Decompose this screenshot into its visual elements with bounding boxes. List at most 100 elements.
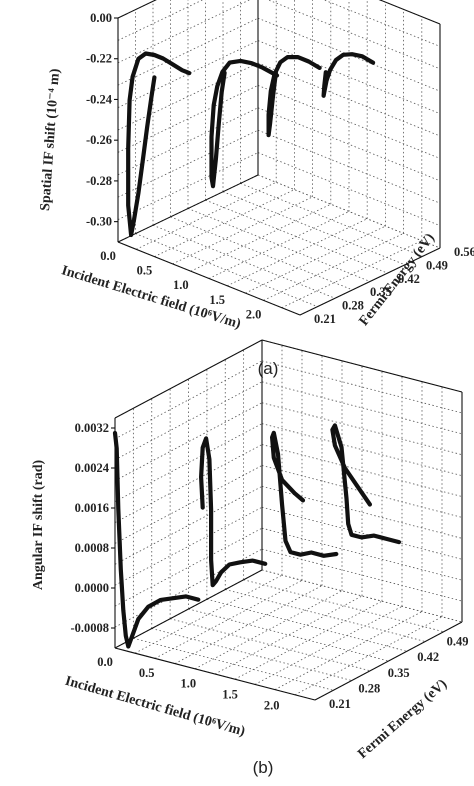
wall-grid-line <box>261 569 463 623</box>
panel-a-grid <box>117 0 441 316</box>
wall-grid-line <box>379 0 441 25</box>
panel-b-chart: 0.0032 0.0024 0.0016 0.0008 0.0000 -0.0008 0.… <box>31 339 469 777</box>
floor-grid-line <box>214 595 363 675</box>
series-curve-3 <box>270 430 339 558</box>
y-tick-label: 0.35 <box>370 285 392 299</box>
floor-grid-line <box>136 181 277 250</box>
panel-a-z-axis-title: Spatial IF shift (10⁻⁴ m) <box>38 68 63 212</box>
z-tick-label: -0.22 <box>86 52 112 66</box>
floor-grid-line <box>263 233 404 301</box>
wall-grid-line <box>117 17 259 86</box>
series-curve-2 <box>199 436 268 588</box>
y-tick-label: 0.49 <box>426 258 448 272</box>
wall-grid-line <box>117 0 251 64</box>
y-tick-label: 0.28 <box>342 299 364 313</box>
back-edge-line <box>117 174 259 243</box>
wall-grid-line <box>261 506 463 560</box>
y-tick-label: 0.42 <box>417 650 439 664</box>
x-tick-label: 1.0 <box>173 278 189 292</box>
y-tick-label: 0.21 <box>329 697 351 711</box>
floor-grid-line <box>190 203 331 272</box>
back-edge-line <box>114 569 263 649</box>
wall-grid-line <box>117 62 259 131</box>
panel-b-curves <box>112 423 402 649</box>
wall-grid-line <box>267 0 441 70</box>
wall-grid-line <box>257 17 441 92</box>
floor-grid-line <box>206 598 407 652</box>
series-curve-1 <box>126 51 192 238</box>
x-tick-label: 2.0 <box>264 698 280 712</box>
panel-a-y-axis-title: Fermi Energy (eV) <box>357 231 438 329</box>
wall-grid-line <box>261 485 463 539</box>
panel-a-chart: 0.00 -0.22 -0.24 -0.26 -0.28 -0.30 0.0 0.5 1.0 1… <box>38 0 474 378</box>
wall-grid-line <box>261 360 463 414</box>
wall-grid-line <box>114 506 263 586</box>
x-axis-line <box>117 241 301 316</box>
series-curve-1 <box>112 430 201 649</box>
floor-grid-line <box>225 589 426 642</box>
wall-grid-line <box>261 402 463 456</box>
z-tick-label: -0.28 <box>86 174 112 188</box>
wall-grid-line <box>117 107 259 176</box>
y-tick-label: 0.21 <box>314 312 336 326</box>
panel-a-x-ticks: 0.0 0.5 1.0 1.5 2.0 <box>100 249 261 321</box>
floor-grid-line <box>170 618 371 672</box>
wall-grid-line <box>261 527 463 581</box>
panel-a-label: (a) <box>258 359 279 378</box>
series-curve-2 <box>209 58 280 189</box>
x-tick-label: 1.0 <box>181 677 197 691</box>
top-edge-line <box>117 0 157 19</box>
wall-grid-line <box>261 548 463 602</box>
z-tick-label: -0.30 <box>86 215 112 229</box>
floor-grid-line <box>227 218 368 287</box>
top-edge-line <box>261 339 463 393</box>
wall-grid-line <box>257 174 441 249</box>
wall-grid-line <box>117 129 259 198</box>
floor-grid-line <box>208 211 350 279</box>
x-axis-line <box>114 647 316 701</box>
floor-grid-line <box>188 608 389 662</box>
panel-a-frame <box>117 0 441 316</box>
panel-b-z-ticks: 0.0032 0.0024 0.0016 0.0008 0.0000 -0.0008 <box>70 421 115 635</box>
z-tick-label: -0.0008 <box>70 621 109 635</box>
z-tick-label: 0.0016 <box>75 501 109 515</box>
floor-grid-line <box>281 240 422 309</box>
wall-grid-line <box>257 107 441 182</box>
x-tick-label: 1.5 <box>222 688 238 702</box>
panel-b-grid <box>114 339 463 701</box>
floor-grid-line <box>205 199 388 274</box>
wall-grid-line <box>257 62 441 137</box>
wall-grid-line <box>257 152 441 226</box>
floor-grid-line <box>154 189 295 257</box>
y-tick-label: 0.28 <box>358 681 380 695</box>
wall-grid-line <box>261 381 463 435</box>
z-tick-label: -0.26 <box>86 133 112 147</box>
panel-a-y-ticks: 0.21 0.28 0.35 0.42 0.49 0.56 <box>314 245 474 326</box>
y-tick-label: 0.56 <box>454 245 474 259</box>
y-axis-line <box>299 247 441 316</box>
wall-grid-line <box>117 40 259 108</box>
floor-grid-line <box>245 225 386 294</box>
x-tick-label: 2.0 <box>246 307 262 321</box>
series-curve-4 <box>321 52 376 98</box>
floor-grid-line <box>135 233 318 307</box>
wall-grid-line <box>117 85 259 153</box>
floor-grid-line <box>240 183 423 257</box>
x-tick-label: 0.0 <box>97 655 113 669</box>
panel-a-curves <box>126 51 376 238</box>
floor-grid-line <box>133 637 334 691</box>
floor-grid-line <box>187 208 371 282</box>
x-tick-label: 1.5 <box>209 293 225 307</box>
panel-b-x-axis-title: Incident Electric field (10⁶V/m) <box>63 674 247 740</box>
wall-grid-line <box>261 465 463 518</box>
panel-b-y-ticks: 0.210.280.350.420.490.56 <box>329 635 469 711</box>
wall-grid-line <box>257 129 441 204</box>
series-curve-3 <box>266 55 322 138</box>
wall-grid-line <box>257 40 441 114</box>
floor-grid-line <box>151 628 352 681</box>
floor-grid-line <box>222 191 406 266</box>
top-edge-line <box>114 339 263 419</box>
y-tick-label: 0.49 <box>447 635 469 649</box>
z-tick-label: 0.00 <box>90 11 112 25</box>
